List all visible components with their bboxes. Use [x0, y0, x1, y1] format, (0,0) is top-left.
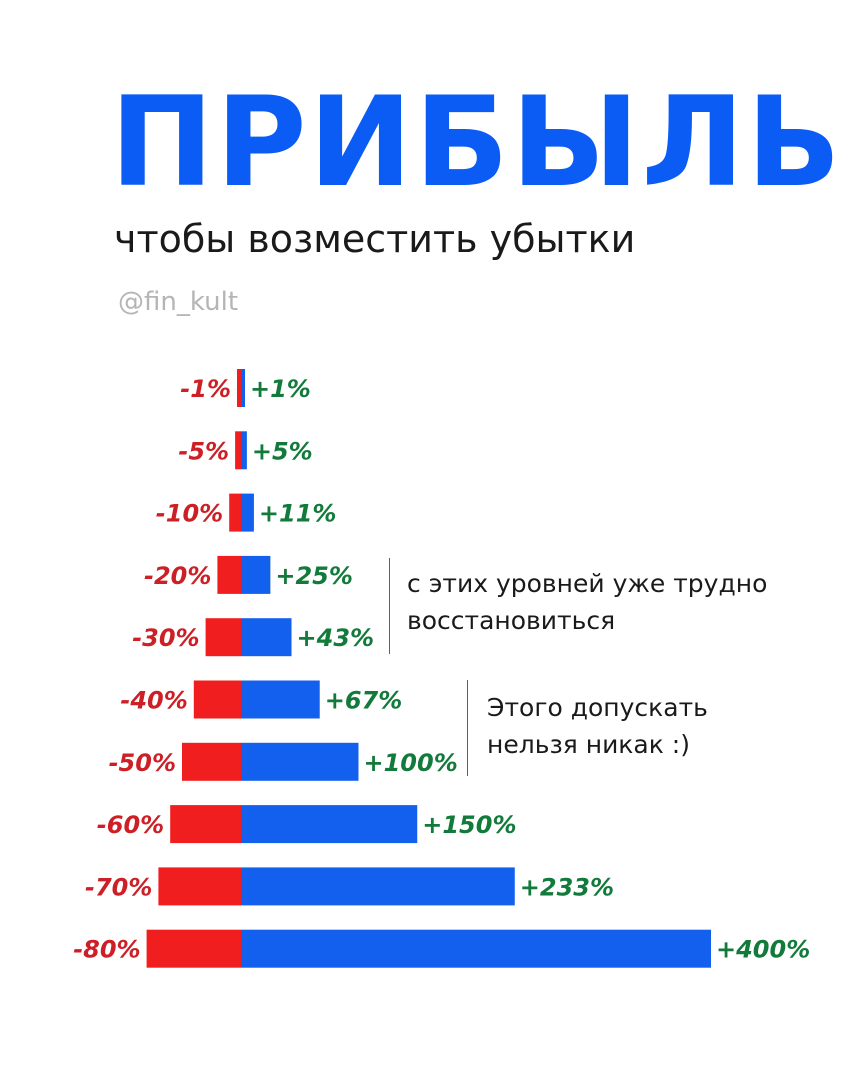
- gain-label: +43%: [297, 624, 375, 652]
- gain-bar: [241, 805, 418, 844]
- gain-bar: [241, 493, 254, 532]
- annotation-2-line-2: нельзя никак :): [487, 730, 690, 759]
- gain-bar: [241, 431, 247, 470]
- loss-bar: [193, 680, 241, 719]
- loss-bar: [146, 929, 241, 968]
- gain-bar: [241, 555, 271, 594]
- gain-bar: [241, 369, 245, 407]
- loss-bar: [182, 742, 241, 781]
- annotation-2-line-1: Этого допускать: [487, 693, 708, 722]
- loss-label: -1%: [180, 375, 231, 403]
- gain-label: +67%: [325, 687, 403, 715]
- gain-label: +5%: [252, 437, 313, 465]
- annotation-1-line-1: с этих уровней уже трудно: [407, 569, 768, 598]
- loss-bar: [158, 867, 241, 906]
- loss-label: -40%: [120, 687, 187, 715]
- loss-label: -5%: [178, 437, 229, 465]
- loss-bar: [170, 805, 241, 844]
- loss-label: -80%: [73, 936, 140, 964]
- gain-label: +1%: [250, 375, 311, 403]
- annotation-line-2: [467, 680, 468, 776]
- loss-bar: [235, 431, 241, 470]
- gain-bar: [241, 680, 320, 719]
- annotation-2: Этого допускать нельзя никак :): [487, 689, 708, 763]
- loss-label: -10%: [156, 500, 223, 528]
- loss-label: -70%: [85, 873, 152, 901]
- loss-bar: [229, 493, 241, 532]
- gain-label: +25%: [275, 562, 353, 590]
- gain-bar: [241, 742, 359, 781]
- annotation-1: с этих уровней уже трудно восстановиться: [407, 565, 767, 639]
- loss-bar: [217, 555, 241, 594]
- page-subtitle: чтобы возместить убытки: [114, 217, 636, 261]
- loss-bar: [205, 618, 241, 657]
- annotation-1-line-2: восстановиться: [407, 606, 616, 635]
- gain-label: +233%: [520, 873, 614, 901]
- author-handle: @fin_kult: [118, 287, 239, 317]
- gain-label: +150%: [422, 811, 516, 839]
- loss-label: -60%: [97, 811, 164, 839]
- page-title: ПРИБЫЛЬ: [110, 71, 843, 215]
- gain-bar: [241, 867, 515, 906]
- loss-label: -30%: [132, 624, 199, 652]
- gain-bar: [241, 929, 711, 968]
- gain-label: +100%: [364, 749, 458, 777]
- gain-label: +11%: [259, 500, 337, 528]
- annotation-line-1: [389, 558, 390, 654]
- gain-label: +400%: [716, 936, 810, 964]
- loss-label: -50%: [109, 749, 176, 777]
- loss-label: -20%: [144, 562, 211, 590]
- gain-bar: [241, 618, 292, 657]
- loss-bar: [237, 369, 241, 407]
